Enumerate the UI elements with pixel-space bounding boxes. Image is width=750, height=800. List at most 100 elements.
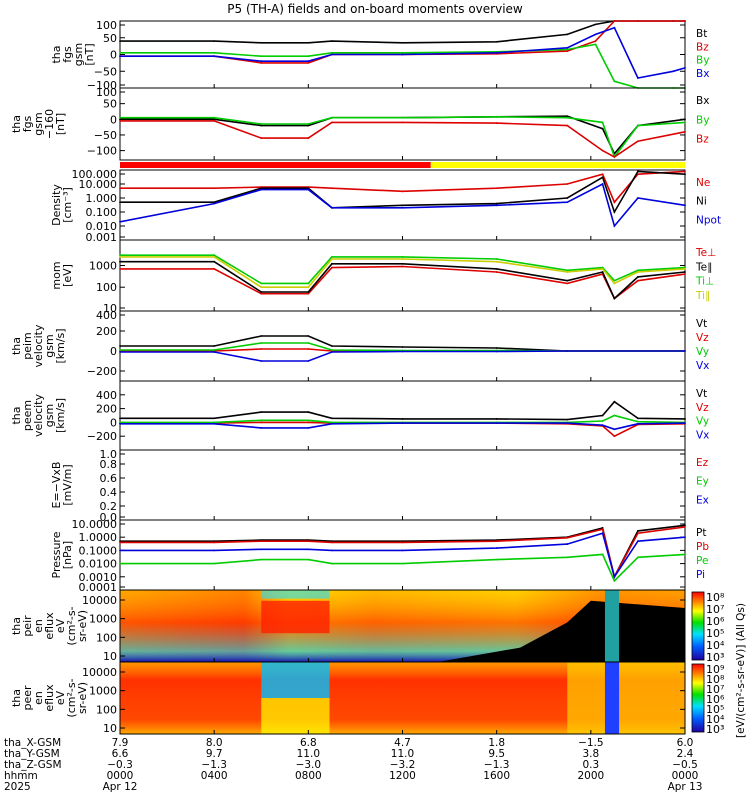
data-point bbox=[495, 422, 498, 424]
legend-entry: Pt bbox=[696, 527, 706, 539]
data-point bbox=[119, 345, 121, 347]
data-point bbox=[260, 60, 263, 63]
panel-5 bbox=[119, 380, 686, 451]
legend-entry: Ti∥ bbox=[695, 290, 710, 302]
colorbar-tick-label: 10⁷ bbox=[706, 603, 724, 616]
data-point bbox=[213, 541, 216, 544]
data-point bbox=[213, 345, 216, 347]
data-point bbox=[213, 422, 216, 425]
data-point bbox=[119, 55, 121, 58]
data-point bbox=[330, 258, 333, 260]
y-axis-label: peer bbox=[21, 685, 34, 711]
data-point bbox=[330, 345, 333, 347]
data-point bbox=[566, 543, 569, 545]
data-point bbox=[213, 562, 216, 565]
data-point bbox=[213, 51, 216, 54]
data-point bbox=[613, 414, 616, 417]
legend-entry: Pe bbox=[696, 555, 708, 567]
data-point bbox=[684, 418, 686, 420]
data-point bbox=[330, 351, 333, 353]
data-point bbox=[330, 262, 333, 265]
y-axis-label: [cm⁻³] bbox=[61, 187, 74, 223]
y-tick-label: 50 bbox=[103, 32, 117, 45]
y-tick-label: 0.0100 bbox=[79, 558, 118, 571]
data-point bbox=[672, 70, 675, 73]
data-point bbox=[684, 524, 686, 527]
data-point bbox=[566, 46, 569, 49]
data-point bbox=[260, 548, 263, 551]
y-axis-label: gsm bbox=[32, 112, 45, 135]
data-point bbox=[119, 51, 121, 54]
data-point bbox=[566, 48, 569, 51]
data-point bbox=[330, 549, 333, 552]
data-point bbox=[601, 528, 604, 531]
data-point bbox=[637, 77, 639, 79]
data-point bbox=[260, 187, 263, 190]
colorbar-tick-label: 10⁴ bbox=[706, 639, 725, 652]
colorbar-tick-label: 10⁴ bbox=[706, 713, 725, 726]
data-point bbox=[119, 267, 121, 270]
data-point bbox=[307, 421, 310, 424]
data-point bbox=[307, 188, 310, 191]
y-axis-label: peir bbox=[21, 615, 34, 637]
data-point bbox=[601, 121, 604, 124]
data-point bbox=[307, 419, 310, 422]
x-axis-value: 2000 bbox=[577, 770, 604, 782]
x-axis-value: Apr 13 bbox=[668, 781, 703, 793]
data-point bbox=[213, 40, 216, 42]
data-point bbox=[330, 562, 333, 565]
data-point bbox=[260, 41, 263, 44]
y-tick-label: −100 bbox=[87, 145, 117, 158]
y-axis-label: fgs bbox=[61, 46, 74, 63]
y-tick-label: 0.0010 bbox=[79, 571, 118, 584]
data-point bbox=[637, 269, 639, 272]
x-axis-row-label: 2025 bbox=[4, 781, 31, 793]
legend-entry: Vx bbox=[696, 360, 709, 372]
data-point bbox=[260, 348, 263, 350]
y-tick-label: 10000 bbox=[82, 666, 117, 679]
y-axis-label: [mV/m] bbox=[61, 464, 74, 505]
y-axis-label: peem bbox=[21, 400, 34, 431]
x-axis-value: −1.3 bbox=[201, 759, 227, 771]
y-axis-label: Pressure bbox=[50, 531, 63, 578]
legend-entry: Te∥ bbox=[695, 261, 712, 273]
legend-entry: Vz bbox=[696, 402, 709, 414]
data-point bbox=[401, 346, 404, 348]
series-line bbox=[120, 120, 686, 158]
spectrogram-low-band bbox=[261, 698, 330, 734]
data-point bbox=[307, 60, 310, 63]
y-tick-label: 400 bbox=[96, 389, 117, 402]
data-point bbox=[684, 350, 686, 352]
data-point bbox=[260, 421, 263, 424]
data-point bbox=[307, 41, 310, 44]
data-point bbox=[601, 127, 604, 130]
data-point bbox=[613, 435, 616, 438]
x-axis-value: −3.2 bbox=[390, 759, 416, 771]
data-point bbox=[601, 532, 604, 535]
y-tick-label: 10000 bbox=[82, 594, 117, 607]
y-axis-label: en bbox=[32, 691, 45, 705]
data-point bbox=[401, 51, 404, 54]
series-line bbox=[120, 256, 686, 289]
y-tick-label: 1000 bbox=[89, 685, 117, 698]
data-point bbox=[260, 55, 263, 58]
data-point bbox=[260, 360, 263, 362]
data-point bbox=[613, 282, 616, 285]
data-point bbox=[260, 419, 263, 422]
data-point bbox=[307, 61, 310, 64]
legend-entry: Npot bbox=[696, 214, 721, 226]
data-point bbox=[601, 149, 604, 152]
y-axis-label: en bbox=[32, 619, 45, 633]
data-point bbox=[330, 121, 333, 124]
data-point bbox=[684, 536, 686, 539]
data-point bbox=[613, 297, 616, 300]
legend-entry: By bbox=[696, 114, 709, 126]
y-tick-label: 1.000 bbox=[86, 192, 118, 205]
data-point bbox=[330, 266, 333, 269]
data-point bbox=[637, 556, 639, 559]
y-tick-label: 400 bbox=[96, 309, 117, 322]
y-tick-label: 200 bbox=[96, 325, 117, 338]
y-axis-label: mom bbox=[50, 261, 63, 289]
data-point bbox=[613, 201, 616, 204]
data-point bbox=[601, 267, 604, 270]
